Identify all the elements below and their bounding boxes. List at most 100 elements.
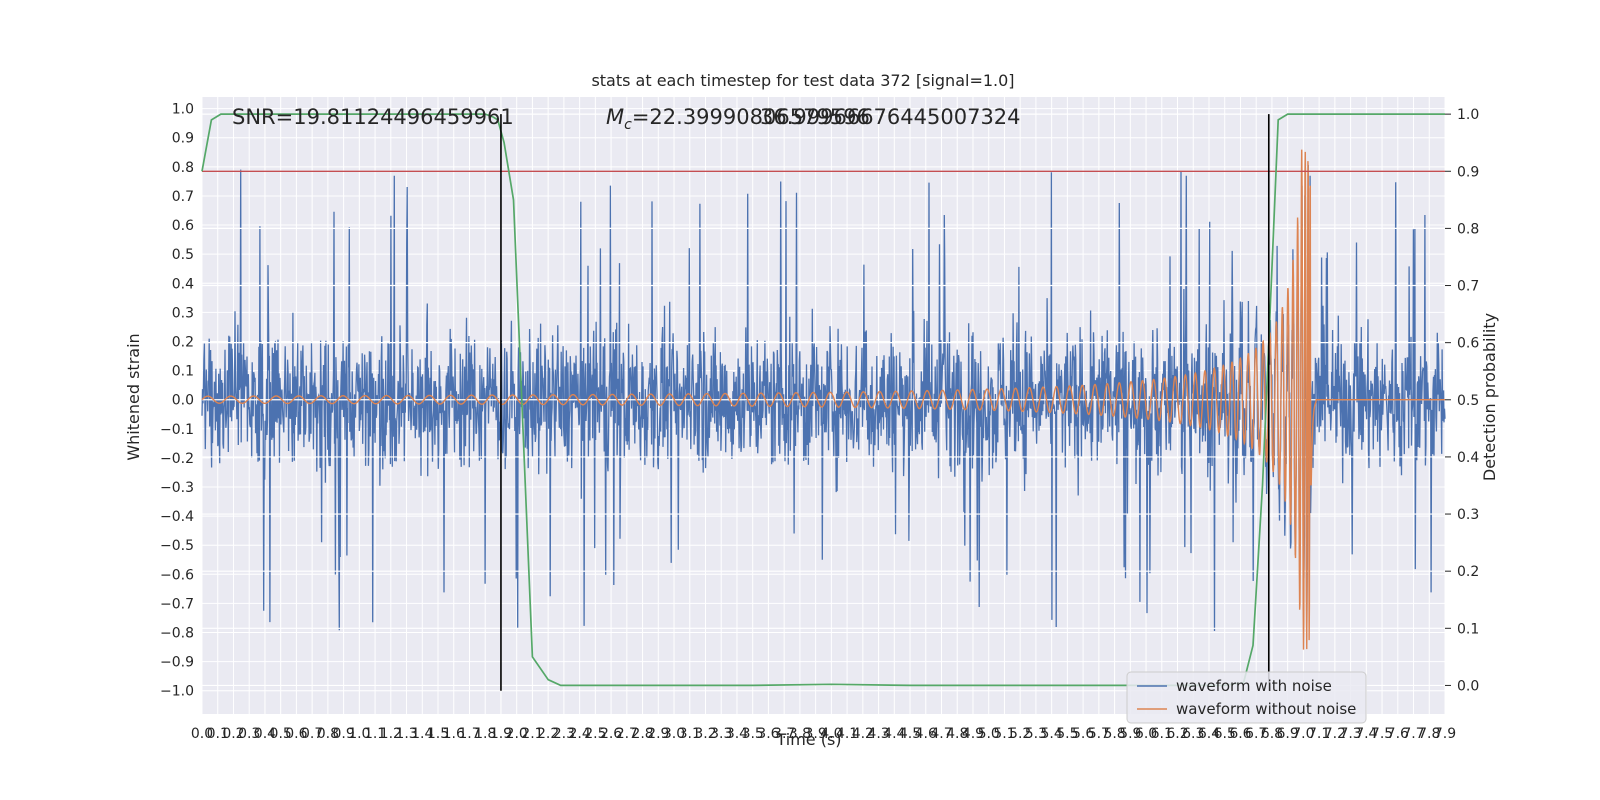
event-markers	[500, 114, 1270, 691]
y-tick-label: −0.1	[160, 422, 194, 438]
x-tick-label: 0.5	[270, 726, 292, 742]
x-tick-label: 7.9	[1434, 726, 1456, 742]
y-tick-label: 0.2	[172, 334, 194, 350]
x-tick-label: 1.3	[395, 726, 417, 742]
x-tick-label: 3.5	[742, 726, 764, 742]
y2-axis-label: Detection probability	[1480, 313, 1499, 481]
x-tick-label: 7.8	[1418, 726, 1440, 742]
x-tick-label: 1.6	[443, 726, 465, 742]
series-waveform-without-noise	[201, 149, 1445, 650]
x-tick-label: 5.5	[1056, 726, 1078, 742]
x-tick-label: 5.7	[1088, 726, 1110, 742]
x-tick-label: 2.1	[521, 726, 543, 742]
x-tick-label: 7.6	[1387, 726, 1409, 742]
y-tick-label: 0.0	[172, 393, 194, 409]
probability-line	[201, 113, 1445, 687]
x-tick-label: 2.5	[584, 726, 606, 742]
x-tick-label: 5.4	[1041, 726, 1063, 742]
series-detection-probability	[201, 113, 1445, 687]
x-tick-label: 4.9	[962, 726, 984, 742]
y-tick-label: 0.8	[172, 160, 194, 176]
x-tick-label: 4.2	[852, 726, 874, 742]
x-tick-label: 7.4	[1355, 726, 1377, 742]
y-tick-label: 0.9	[172, 131, 194, 147]
x-tick-label: 5.8	[1103, 726, 1125, 742]
x-tick-label: 4.6	[915, 726, 937, 742]
x-tick-label: 5.2	[1009, 726, 1031, 742]
x-tick-label: 3.3	[710, 726, 732, 742]
x-tick-label: 3.4	[726, 726, 748, 742]
x-tick-label: 3.0	[663, 726, 685, 742]
chirp-mass-symbol: M	[606, 105, 624, 129]
y-axis-label: Whitened strain	[124, 333, 143, 460]
x-tick-label: 0.7	[301, 726, 323, 742]
x-tick-label: 5.9	[1119, 726, 1141, 742]
x-tick-label: 7.5	[1371, 726, 1393, 742]
y-tick-label: 0.6	[172, 218, 194, 234]
y-tick-label: −0.5	[160, 538, 194, 554]
x-axis-label: Time (s)	[775, 730, 841, 749]
y2-tick-label: 0.9	[1457, 164, 1479, 180]
y-tick-label: 0.5	[172, 247, 194, 263]
overlapping-annotation: 36.99966676445007324	[760, 105, 1021, 129]
x-tick-label: 2.9	[647, 726, 669, 742]
x-tick-label: 2.6	[600, 726, 622, 742]
y-tick-label: −0.9	[160, 655, 194, 671]
y-tick-label: −0.3	[160, 480, 194, 496]
x-tick-label: 1.5	[427, 726, 449, 742]
x-tick-label: 4.4	[883, 726, 905, 742]
x-tick-label: 6.5	[1214, 726, 1236, 742]
x-tick-label: 6.9	[1277, 726, 1299, 742]
y2-tick-label: 0.0	[1457, 678, 1479, 694]
x-tick-label: 1.2	[380, 726, 402, 742]
legend-label-clean: waveform without noise	[1176, 700, 1356, 718]
x-tick-label: 1.9	[490, 726, 512, 742]
x-tick-label: 6.4	[1198, 726, 1220, 742]
y2-tick-label: 1.0	[1457, 107, 1479, 123]
clean-waveform-line	[201, 149, 1445, 650]
chirp-mass-annotation: Mc=22.39990806579596	[606, 105, 870, 133]
legend-box	[1126, 671, 1367, 724]
x-tick-label: 2.0	[506, 726, 528, 742]
snr-annotation: SNR=19.81124496459961	[232, 105, 514, 129]
x-tick-label: 4.3	[867, 726, 889, 742]
chirp-mass-subscript: c	[624, 117, 632, 133]
x-tick-label: 6.3	[1182, 726, 1204, 742]
x-tick-label: 7.0	[1292, 726, 1314, 742]
x-tick-label: 0.4	[254, 726, 276, 742]
x-tick-label: 6.6	[1229, 726, 1251, 742]
x-tick-label: 7.2	[1324, 726, 1346, 742]
y2-tick-label: 0.5	[1457, 393, 1479, 409]
y-tick-label: −0.7	[160, 596, 194, 612]
x-tick-label: 0.9	[332, 726, 354, 742]
x-tick-label: 4.0	[820, 726, 842, 742]
x-tick-label: 6.8	[1261, 726, 1283, 742]
x-tick-label: 3.8	[789, 726, 811, 742]
chart-title: stats at each timestep for test data 372…	[591, 71, 1014, 90]
x-tick-label: 3.1	[679, 726, 701, 742]
x-tick-label: 1.0	[348, 726, 370, 742]
y-tick-label: −0.4	[160, 509, 194, 525]
x-tick-label: 3.6	[757, 726, 779, 742]
x-tick-label: 1.1	[364, 726, 386, 742]
x-tick-label: 5.0	[978, 726, 1000, 742]
x-tick-label: 6.0	[1135, 726, 1157, 742]
x-tick-label: 6.1	[1151, 726, 1173, 742]
x-tick-label: 5.3	[1025, 726, 1047, 742]
x-tick-label: 4.7	[930, 726, 952, 742]
y-tick-label: −1.0	[160, 684, 194, 700]
x-tick-label: 2.4	[568, 726, 590, 742]
x-tick-label: 0.8	[317, 726, 339, 742]
y-axis-ticks: 1.0 0.9 0.8 0.7 0.6 0.5 0.4 0.3 0.2 0.1 0.0 −0.1 −0.…	[160, 102, 194, 700]
y2-tick-label: 0.6	[1457, 336, 1479, 352]
y2-tick-label: 0.1	[1457, 621, 1479, 637]
y2-tick-label: 0.2	[1457, 564, 1479, 580]
y-tick-label: 0.4	[172, 276, 194, 292]
x-tick-label: 0.3	[238, 726, 260, 742]
x-tick-label: 2.7	[616, 726, 638, 742]
x-tick-label: 4.1	[836, 726, 858, 742]
y-tick-label: −0.8	[160, 626, 194, 642]
x-axis-ticks: 0.00.10.20.30.40.50.60.70.80.91.01.11.21…	[191, 726, 1456, 742]
x-tick-label: 3.2	[694, 726, 716, 742]
x-tick-label: 3.7	[773, 726, 795, 742]
